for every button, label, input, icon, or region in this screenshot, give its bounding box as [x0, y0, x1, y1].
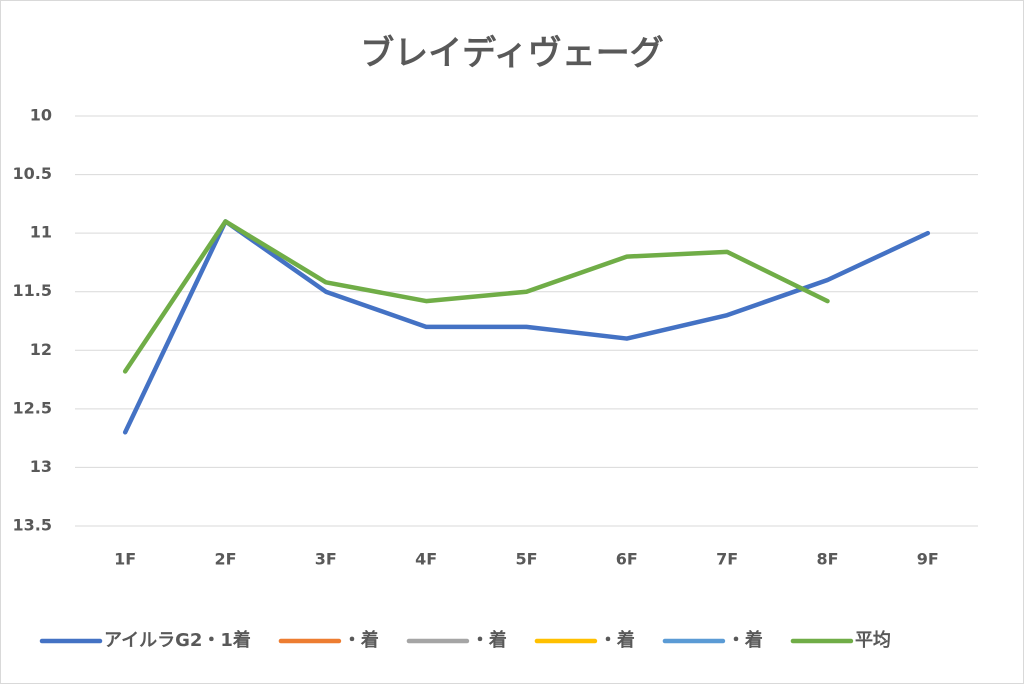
y-tick-label: 12.5: [13, 398, 52, 417]
x-tick-label: 8F: [816, 550, 838, 569]
legend-label: ・着: [471, 629, 507, 651]
y-tick-label: 10: [30, 106, 52, 125]
y-tick-label: 13: [30, 457, 52, 476]
series-line: [122, 219, 830, 374]
chart-title: ブレイディヴェーグ: [360, 34, 664, 74]
y-tick-label: 11.5: [13, 281, 52, 300]
x-tick-label: 6F: [616, 550, 638, 569]
legend-label: アイルラG2・1着: [104, 629, 251, 651]
x-tick-label: 1F: [114, 550, 136, 569]
x-tick-label: 7F: [716, 550, 738, 569]
y-tick-label: 12: [30, 340, 52, 359]
y-tick-label: 10.5: [13, 164, 52, 183]
x-tick-label: 9F: [917, 550, 939, 569]
legend-label: ・着: [727, 629, 763, 651]
y-tick-label: 11: [30, 223, 52, 242]
series-line: [122, 219, 931, 435]
legend-label: 平均: [855, 629, 891, 651]
y-tick-label: 13.5: [13, 516, 52, 535]
legend-label: ・着: [343, 629, 379, 651]
legend-label: ・着: [599, 629, 635, 651]
x-tick-label: 5F: [515, 550, 537, 569]
x-tick-label: 3F: [315, 550, 337, 569]
x-tick-label: 4F: [415, 550, 437, 569]
x-tick-label: 2F: [214, 550, 236, 569]
